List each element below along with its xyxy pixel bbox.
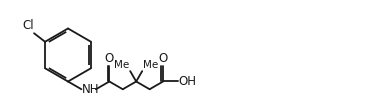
Text: NH: NH: [82, 83, 99, 96]
Text: OH: OH: [178, 75, 196, 88]
Text: Cl: Cl: [22, 19, 34, 32]
Text: Me: Me: [114, 60, 130, 70]
Text: O: O: [158, 52, 168, 65]
Text: O: O: [105, 52, 114, 65]
Text: Me: Me: [143, 60, 158, 70]
